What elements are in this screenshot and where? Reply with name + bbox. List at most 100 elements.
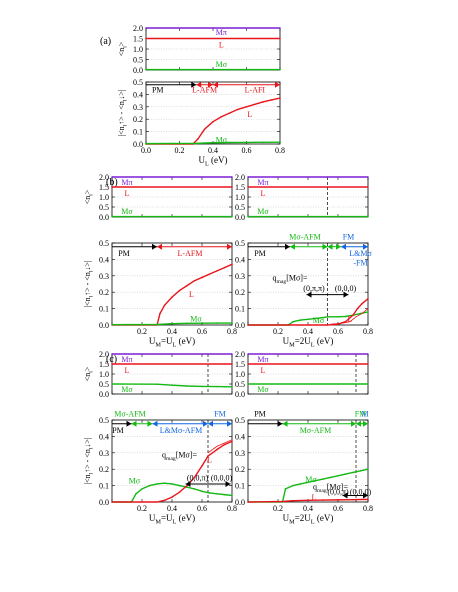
annotation-label: Mσ: [257, 207, 269, 216]
data-point: [178, 484, 181, 487]
ytick-label: 0.5: [133, 78, 143, 87]
data-point: [367, 176, 369, 178]
data-point: [195, 142, 198, 145]
data-point: [344, 473, 347, 475]
data-point: [247, 215, 249, 218]
ytick-label: 0.1: [99, 482, 109, 491]
data-point: [352, 314, 354, 316]
annotation-label: L-AFM: [178, 249, 203, 258]
data-point: [201, 385, 203, 388]
xtick-label: 0.2: [273, 327, 283, 336]
annotation-label: FM: [343, 232, 355, 241]
data-point: [367, 297, 369, 300]
data-point: [361, 302, 363, 305]
data-point: [231, 440, 233, 443]
xtick-label: 0.8: [227, 327, 237, 336]
data-point: [314, 479, 317, 482]
ytick-label: 0.3: [99, 449, 109, 458]
ytick-label: 0.4: [133, 90, 143, 99]
phase-arrowhead-right: [203, 420, 208, 427]
data-point: [292, 499, 294, 502]
data-point: [145, 37, 147, 40]
ytick-label: 0.5: [235, 203, 245, 212]
x-axis-label: UL​ (eV): [198, 155, 227, 168]
annotation-label: L: [247, 110, 252, 119]
ytick-label: 0.2: [133, 115, 143, 124]
chart-c-left-top: 0.00.51.01.52.0 <nl​> Mπ L Mσ: [83, 350, 233, 399]
data-point: [111, 176, 113, 178]
ytick-label: 0.4: [99, 432, 109, 441]
data-point: [231, 263, 233, 266]
ytick-label: 0.0: [99, 321, 109, 330]
data-point: [307, 499, 309, 502]
data-point: [231, 494, 233, 497]
annotation-label: L-AFM: [192, 85, 217, 94]
plots-group: 0.00.51.01.52.0<nl​>MπLMσ0.00.10.20.30.4…: [83, 24, 373, 526]
y-axis-label: <nl​>: [83, 366, 94, 381]
data-point: [367, 468, 369, 471]
data-point: [201, 322, 203, 324]
ytick-label: 1.5: [235, 360, 245, 369]
data-point: [228, 112, 231, 114]
annotation-label: qmag​[Mσ]=: [313, 482, 348, 493]
phase-arrowhead-right: [191, 81, 197, 88]
annotation-label: L: [312, 493, 317, 502]
annotation-label: Mπ: [257, 178, 268, 187]
ytick-label: 0.5: [133, 56, 143, 65]
ytick-label: 2.0: [99, 350, 109, 359]
ytick-label: 0.0: [133, 66, 143, 75]
ytick-label: 0.5: [235, 380, 245, 389]
annotation-label: L&Mσ: [349, 249, 372, 258]
data-point: [322, 316, 324, 319]
annotation-label: Mσ: [305, 475, 317, 484]
phase-arrowhead-right: [227, 420, 232, 427]
phase-arrowhead-right: [336, 243, 341, 250]
data-point: [111, 501, 113, 503]
phase-arrowhead-right: [126, 420, 132, 427]
ytick-label: 0.5: [99, 416, 109, 425]
ytick-label: 0.5: [235, 416, 245, 425]
data-point: [367, 215, 369, 218]
series-l: [248, 298, 369, 326]
phase-arrowhead-left: [213, 81, 218, 88]
data-point: [223, 266, 226, 269]
ytick-label: 0.0: [133, 140, 143, 149]
data-point: [237, 108, 239, 111]
data-point: [223, 443, 226, 446]
data-point: [337, 474, 339, 477]
annotation-label: (0,0,0): [335, 284, 357, 293]
data-point: [247, 353, 249, 355]
phase-arrowhead-left: [131, 420, 137, 427]
annotation-label: L-AFI: [245, 85, 266, 94]
chart-a-bottom: 0.0 0.1 0.2 0.3 0.4 0.5 0.0 0.2 0.4 0.6 0.8 UL​ (eV…: [117, 78, 285, 168]
data-point: [178, 289, 181, 292]
series-l: [247, 498, 369, 503]
data-point: [141, 488, 143, 490]
phase-arrowhead-right: [351, 420, 356, 427]
annotation-label: L: [261, 189, 266, 198]
data-point: [270, 99, 273, 101]
data-point: [193, 476, 196, 479]
data-point: [314, 317, 317, 320]
ytick-label: 0.0: [99, 498, 109, 507]
x-axis-label: UM​=2UL​ (eV): [283, 513, 334, 526]
annotation-label: -FM: [353, 259, 367, 268]
data-point: [111, 323, 113, 326]
y-axis-label: <nl​>: [117, 41, 128, 56]
phase-arrowhead-right: [152, 243, 157, 250]
data-point: [279, 27, 281, 29]
ytick-label: 0.4: [235, 255, 245, 264]
data-point: [307, 318, 309, 321]
annotation-label: L: [189, 290, 194, 299]
annotation-label: L: [207, 455, 212, 464]
ytick-label: 2.0: [99, 173, 109, 182]
data-point: [281, 500, 284, 503]
data-point: [247, 324, 249, 326]
series-l-thin: [207, 439, 233, 454]
data-point: [145, 68, 147, 71]
xtick-label: 0.0: [141, 146, 151, 155]
data-point: [337, 499, 339, 501]
annotation-label: (0,π,π): [303, 284, 325, 293]
annotation-label: M: [361, 409, 368, 418]
data-point: [254, 103, 256, 106]
